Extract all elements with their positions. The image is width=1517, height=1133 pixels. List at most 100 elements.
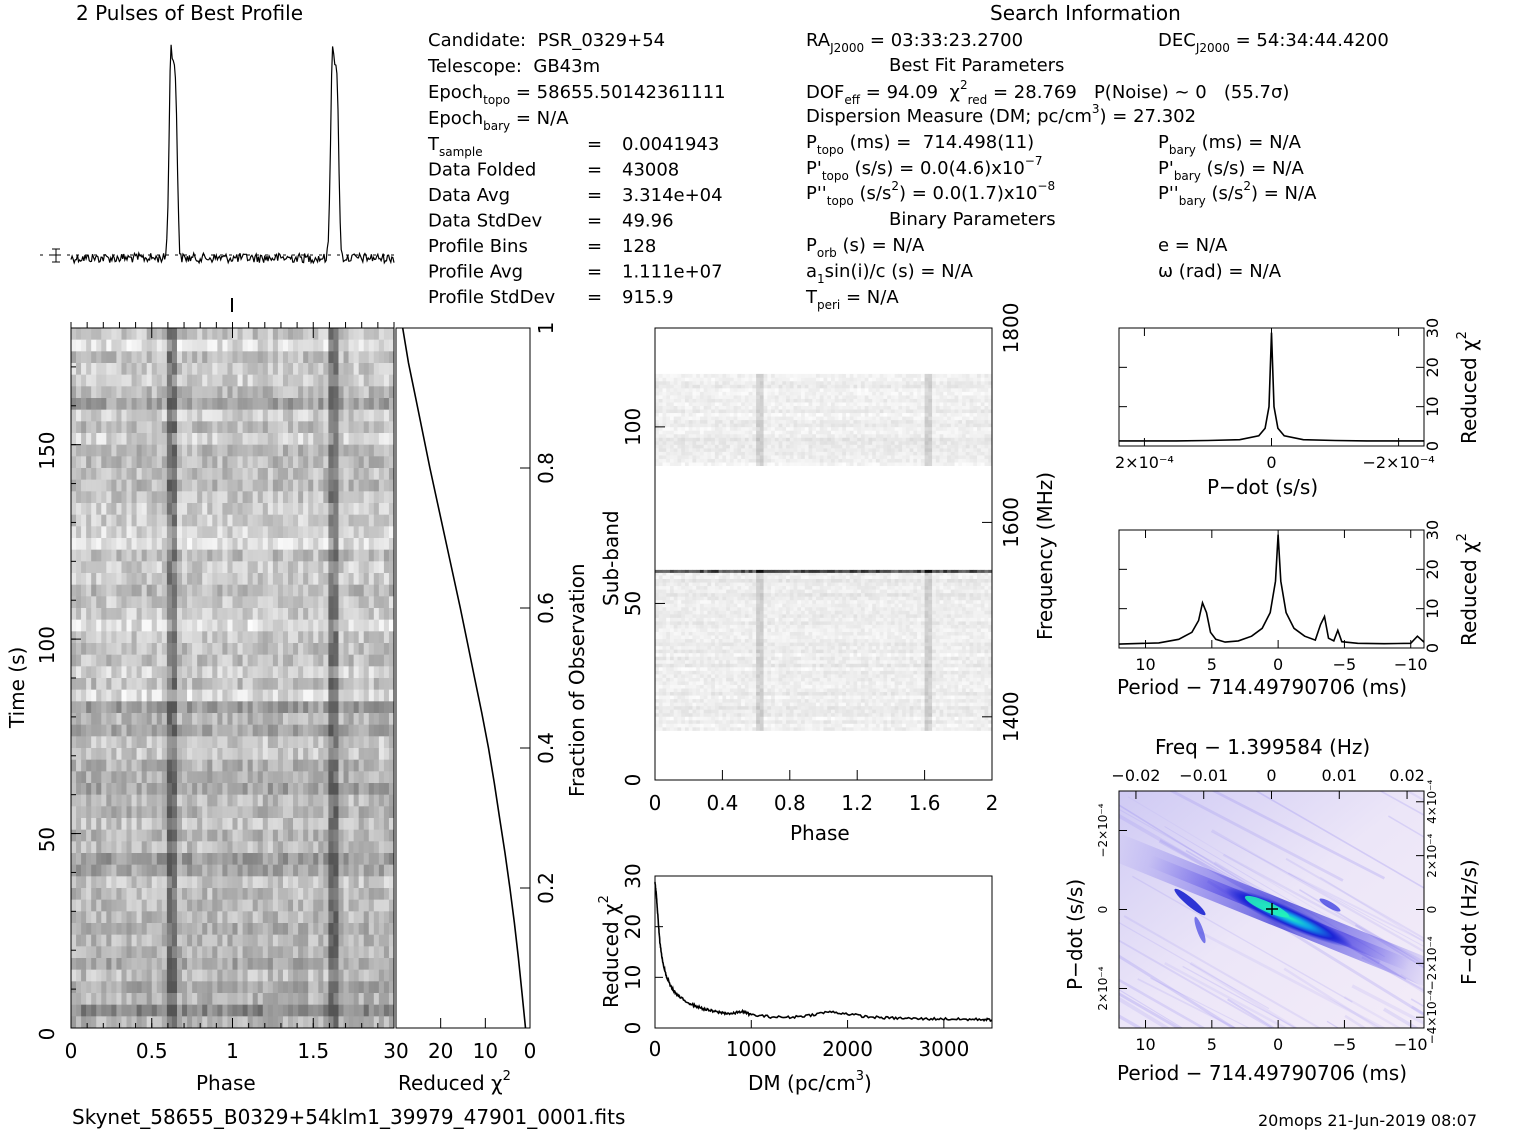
- time-phase-cell: [303, 468, 309, 480]
- subband-cell: [812, 695, 817, 700]
- time-phase-cell: [171, 701, 178, 714]
- time-phase-cell: [272, 538, 279, 550]
- time-phase-cell: [348, 608, 354, 620]
- time-phase-cell: [267, 444, 274, 457]
- time-phase-cell: [192, 351, 198, 364]
- time-phase-cell: [101, 724, 107, 737]
- time-phase-cell: [141, 398, 148, 410]
- time-phase-cell: [176, 456, 183, 469]
- time-phase-cell: [146, 631, 153, 644]
- time-phase-cell: [237, 561, 243, 574]
- time-phase-cell: [303, 794, 309, 807]
- time-phase-ytick-label: 50: [35, 827, 59, 852]
- time-phase-cell: [222, 678, 228, 690]
- time-phase-cell: [252, 934, 259, 947]
- time-phase-cell: [217, 561, 223, 574]
- time-phase-cell: [358, 666, 365, 679]
- time-phase-cell: [106, 363, 112, 375]
- time-phase-cell: [343, 514, 349, 527]
- time-phase-cell: [187, 584, 193, 597]
- time-phase-cell: [156, 398, 163, 410]
- time-phase-cell: [323, 934, 329, 947]
- time-phase-cell: [378, 748, 385, 760]
- time-phase-cell: [348, 946, 354, 959]
- subband-cell: [793, 727, 798, 731]
- time-phase-cell: [333, 374, 339, 387]
- time-phase-cell: [106, 491, 112, 504]
- subband-cell: [905, 727, 910, 731]
- time-phase-cell: [81, 958, 87, 970]
- time-phase-cell: [227, 444, 233, 457]
- time-phase-cell: [293, 444, 299, 457]
- time-phase-cell: [318, 1016, 324, 1029]
- time-phase-cell: [187, 549, 193, 562]
- subband-cell: [842, 698, 847, 703]
- subband-cell: [830, 691, 836, 696]
- time-phase-cell: [141, 888, 148, 900]
- time-phase-cell: [131, 631, 137, 644]
- time-phase-cell: [247, 631, 253, 644]
- time-phase-cell: [232, 643, 238, 655]
- time-phase-cell: [303, 783, 309, 795]
- time-phase-cell: [368, 561, 375, 574]
- time-phase-cell: [111, 958, 117, 970]
- subband-cell: [857, 698, 862, 703]
- time-phase-cell: [363, 549, 370, 562]
- time-phase-cell: [257, 479, 264, 492]
- time-phase-cell: [313, 409, 319, 422]
- time-phase-cell: [71, 911, 77, 924]
- subband-cell: [954, 705, 959, 710]
- time-phase-cell: [106, 911, 112, 924]
- time-phase-cell: [81, 748, 87, 760]
- subband-cell: [778, 691, 783, 696]
- time-phase-cell: [227, 958, 233, 970]
- time-phase-cell: [71, 328, 77, 340]
- time-phase-cell: [91, 666, 97, 679]
- time-phase-cell: [182, 958, 188, 970]
- time-phase-cell: [217, 981, 223, 994]
- time-phase-cell: [91, 923, 97, 935]
- time-phase-cell: [333, 666, 339, 679]
- subband-cell: [808, 709, 813, 714]
- time-phase-cell: [262, 479, 269, 492]
- time-phase-cell: [176, 771, 183, 784]
- subband-cell: [950, 691, 955, 696]
- time-phase-cell: [378, 433, 385, 445]
- time-phase-cell: [166, 573, 173, 585]
- time-phase-cell: [146, 993, 153, 1005]
- time-phase-cell: [348, 374, 354, 387]
- time-phase-cell: [257, 456, 264, 469]
- time-phase-cell: [262, 689, 269, 702]
- time-phase-cell: [293, 491, 299, 504]
- time-phase-cell: [267, 643, 274, 655]
- subband-cell: [681, 688, 686, 693]
- time-phase-cell: [192, 876, 198, 889]
- time-phase-cell: [237, 713, 243, 725]
- subband-cell: [658, 716, 663, 721]
- time-phase-cell: [207, 736, 213, 749]
- time-phase-cell: [388, 351, 395, 364]
- time-phase-cell: [237, 678, 243, 690]
- subband-cell: [935, 709, 940, 714]
- time-phase-cell: [126, 783, 132, 795]
- subband-cell: [838, 723, 843, 728]
- subband-cell: [917, 698, 922, 703]
- time-phase-cell: [378, 526, 385, 539]
- subband-cell: [718, 705, 723, 710]
- time-phase-cell: [293, 1004, 299, 1017]
- time-phase-cell: [192, 573, 198, 585]
- time-phase-cell: [303, 759, 309, 772]
- subband-cell: [823, 705, 828, 710]
- time-phase-cell: [363, 573, 370, 585]
- subband-cell: [752, 695, 757, 700]
- time-phase-cell: [96, 596, 102, 609]
- time-phase-cell: [277, 899, 284, 912]
- subband-cell: [677, 691, 682, 696]
- subband-cell: [909, 712, 914, 717]
- time-phase-cell: [171, 328, 178, 340]
- time-phase-cell: [288, 386, 294, 399]
- time-phase-cell: [368, 678, 375, 690]
- time-phase-cell: [197, 351, 203, 364]
- subband-cell: [902, 723, 907, 728]
- subband-cell: [688, 709, 693, 714]
